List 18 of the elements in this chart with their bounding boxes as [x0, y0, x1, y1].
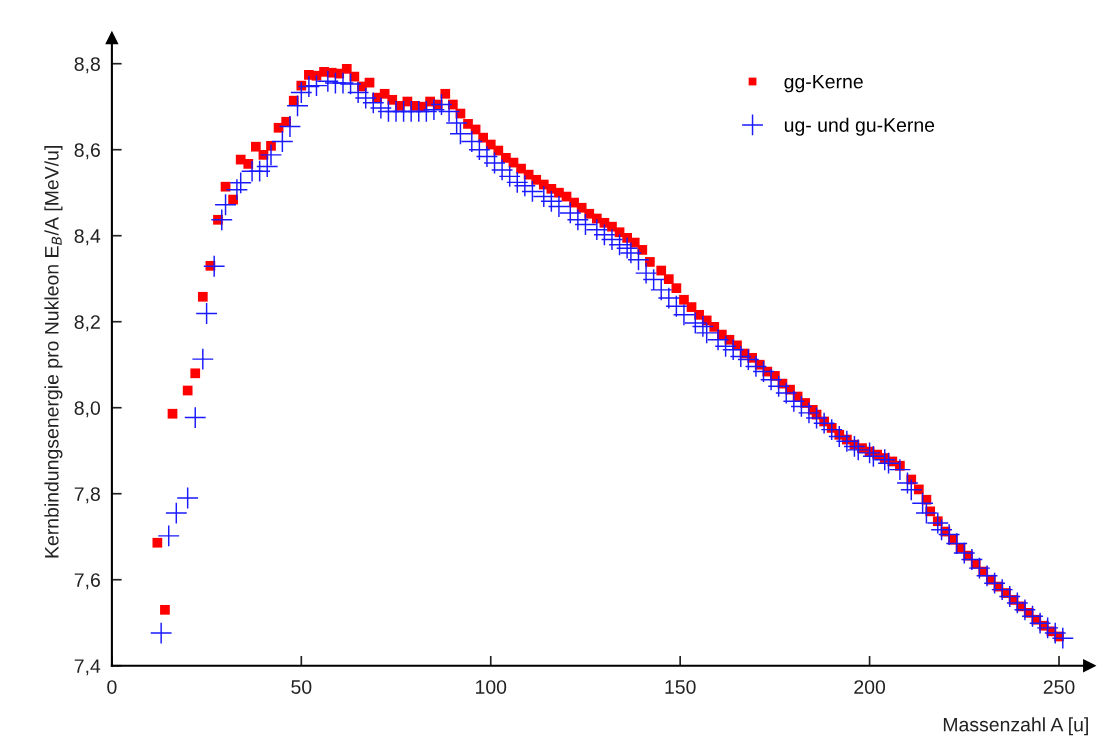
x-tick-label: 250: [1043, 680, 1075, 694]
y-tick-label: 8,4: [74, 229, 101, 246]
x-tick-label: 50: [291, 680, 312, 694]
x-tick-label: 100: [476, 680, 507, 694]
y-axis-title: Kernbindungsenergie pro Nukleon E$_{B}$/A [MeV/u]: [44, 146, 63, 558]
y-tick-label: 8,2: [74, 315, 100, 332]
y-tick-label: 8,8: [74, 57, 100, 74]
x-tick-label: 200: [854, 680, 886, 694]
y-tick-label: 7,8: [74, 487, 100, 504]
y-tick-label: 8,6: [74, 143, 100, 160]
x-tick-label: 150: [665, 680, 696, 694]
y-tick-label: 8,0: [74, 401, 101, 418]
x-axis-title: Massenzahl A [u]: [943, 717, 1088, 736]
y-tick-label: 7,6: [74, 573, 100, 590]
x-tick-label: 0: [107, 680, 117, 694]
legend-label: gg-Kerne: [784, 74, 863, 93]
legend-label: ug- und gu-Kerne: [784, 117, 935, 136]
y-tick-label: 7,4: [74, 659, 101, 676]
